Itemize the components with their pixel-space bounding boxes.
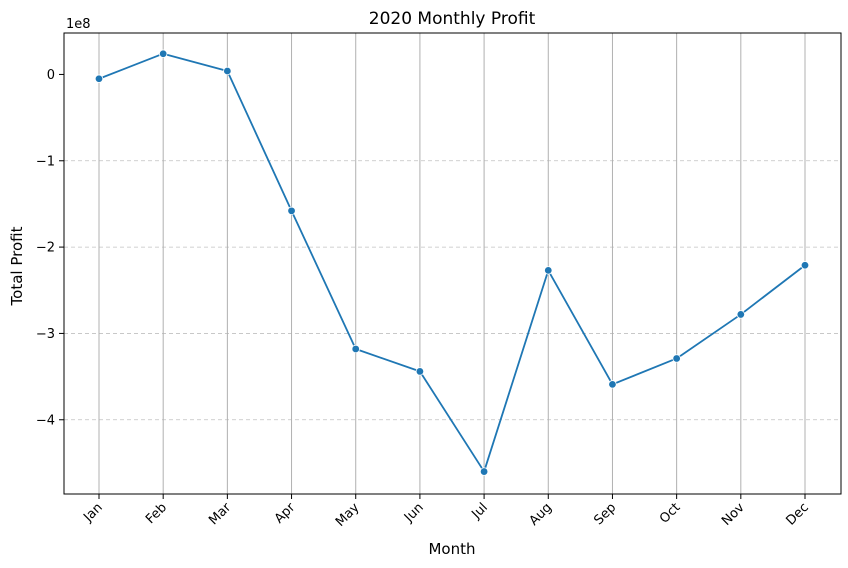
y-axis-ticks: 0 −1 −2 −3 −4 xyxy=(36,68,64,428)
x-tick-label: May xyxy=(333,500,363,530)
y-tick-label: 0 xyxy=(47,68,55,83)
y-tick-label: −3 xyxy=(36,327,55,342)
y-tick-label: −4 xyxy=(36,413,55,428)
data-point xyxy=(479,467,489,476)
data-point xyxy=(223,66,232,76)
series-profit xyxy=(94,49,810,476)
data-point xyxy=(287,206,296,216)
x-tick-label: Jun xyxy=(401,500,427,526)
x-tick-label: Sep xyxy=(591,500,619,528)
data-point xyxy=(94,74,104,83)
x-axis-ticks: Jan Feb Mar Apr May Jun Jul Aug Sep Oct Nov Dec xyxy=(80,494,812,530)
data-point xyxy=(608,380,617,389)
x-tick-label: Aug xyxy=(527,500,556,529)
x-tick-label: Mar xyxy=(206,500,234,528)
y-axis-multiplier: 1e8 xyxy=(66,17,91,32)
data-point xyxy=(158,49,168,58)
plot-area-frame xyxy=(63,32,842,495)
y-tick-label: −2 xyxy=(36,241,55,256)
x-axis-label: Month xyxy=(428,540,475,558)
x-tick-label: Oct xyxy=(657,500,684,527)
x-tick-label: Apr xyxy=(272,500,299,527)
chart-title: 2020 Monthly Profit xyxy=(369,9,536,29)
x-tick-label: Dec xyxy=(783,500,811,528)
data-point xyxy=(736,310,746,319)
x-tick-label: Jul xyxy=(469,500,491,522)
data-point xyxy=(544,266,553,275)
data-point xyxy=(415,367,425,376)
x-tick-label: Feb xyxy=(143,500,170,527)
series-line xyxy=(98,52,806,473)
y-tick-label: −1 xyxy=(36,154,55,169)
grid xyxy=(64,33,841,494)
data-point xyxy=(672,354,681,363)
x-tick-label: Nov xyxy=(719,500,748,529)
y-axis-label: Total Profit xyxy=(8,226,26,306)
x-tick-label: Jan xyxy=(80,500,105,525)
data-point xyxy=(800,261,810,270)
data-point xyxy=(351,344,360,354)
